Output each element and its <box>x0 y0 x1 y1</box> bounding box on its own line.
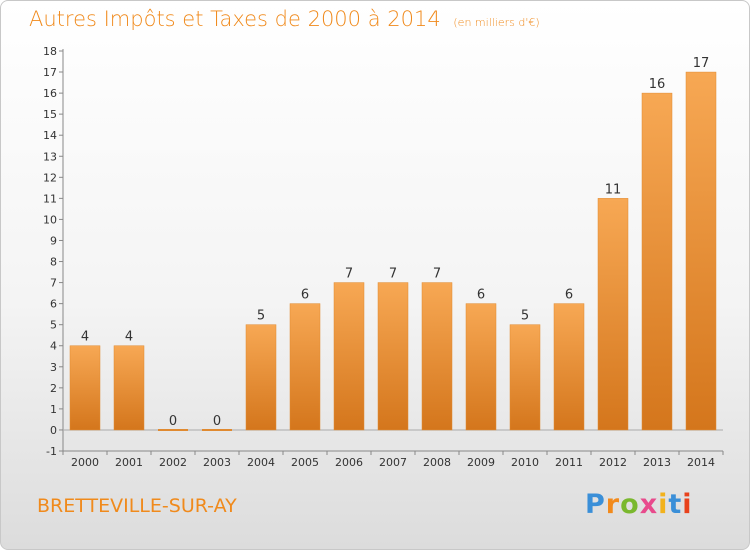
y-tick-label: 10 <box>43 213 57 226</box>
bar-2011 <box>553 303 585 431</box>
bar-2007 <box>377 282 409 431</box>
bars <box>69 71 717 431</box>
data-label-2013: 16 <box>649 77 666 92</box>
bar-2001 <box>113 345 145 431</box>
data-label-2014: 17 <box>693 56 710 71</box>
y-tick-label: -1 <box>46 445 57 458</box>
data-label-2004: 5 <box>257 309 265 324</box>
bar-2013 <box>641 92 673 431</box>
data-label-2008: 7 <box>433 267 441 282</box>
bar-2006 <box>333 282 365 431</box>
x-tick-label: 2007 <box>379 456 407 469</box>
data-label-2011: 6 <box>565 288 573 303</box>
x-tick-label: 2012 <box>599 456 627 469</box>
data-label-2007: 7 <box>389 267 397 282</box>
proxiti-logo-letter: t <box>668 489 683 520</box>
x-tick-label: 2005 <box>291 456 319 469</box>
bar-2012 <box>597 198 629 431</box>
proxiti-logo[interactable]: Proxiti <box>585 489 693 520</box>
data-label-2010: 5 <box>521 309 529 324</box>
y-tick-label: 16 <box>43 87 57 100</box>
x-tick-label: 2010 <box>511 456 539 469</box>
x-tick-label: 2001 <box>115 456 143 469</box>
y-tick-label: 11 <box>43 192 57 205</box>
proxiti-logo-letter: o <box>620 489 640 520</box>
x-tick-label: 2008 <box>423 456 451 469</box>
x-tick-label: 2002 <box>159 456 187 469</box>
x-tick-label: 2000 <box>71 456 99 469</box>
y-tick-label: 5 <box>50 319 57 332</box>
data-label-2002: 0 <box>169 414 177 429</box>
data-label-2000: 4 <box>81 330 89 345</box>
y-tick-label: 3 <box>50 361 57 374</box>
bar-2005 <box>289 303 321 431</box>
y-tick-label: 0 <box>50 424 57 437</box>
y-tick-label: 14 <box>43 129 57 142</box>
bar-2009 <box>465 303 497 431</box>
y-tick-label: 18 <box>43 45 57 58</box>
y-tick-label: 7 <box>50 277 57 290</box>
data-label-2003: 0 <box>213 414 221 429</box>
y-tick-label: 1 <box>50 403 57 416</box>
y-tick-label: 17 <box>43 66 57 79</box>
bar-2010 <box>509 324 541 431</box>
y-tick-label: 2 <box>50 382 57 395</box>
x-tick-label: 2014 <box>687 456 715 469</box>
y-tick-label: 12 <box>43 171 57 184</box>
x-tick-label: 2009 <box>467 456 495 469</box>
y-tick-label: 8 <box>50 256 57 269</box>
bar-2008 <box>421 282 453 431</box>
bar-2004 <box>245 324 277 431</box>
proxiti-logo-letter: r <box>605 489 621 520</box>
data-labels: 4 4 0 0 5 6 7 7 7 6 5 6 11 16 17 <box>81 56 709 429</box>
proxiti-logo-letter: P <box>585 489 606 520</box>
bar-2000 <box>69 345 101 431</box>
data-label-2009: 6 <box>477 288 485 303</box>
data-label-2012: 11 <box>605 182 622 197</box>
x-tick-label: 2011 <box>555 456 583 469</box>
commune-name: BRETTEVILLE-SUR-AY <box>37 495 237 517</box>
data-label-2006: 7 <box>345 267 353 282</box>
x-tick-label: 2004 <box>247 456 275 469</box>
y-tick-label: 15 <box>43 108 57 121</box>
data-label-2001: 4 <box>125 330 133 345</box>
chart-title: Autres Impôts et Taxes de 2000 à 2014 (e… <box>29 7 540 31</box>
chart-title-text: Autres Impôts et Taxes de 2000 à 2014 <box>29 7 441 31</box>
y-tick-label: 13 <box>43 150 57 163</box>
proxiti-logo-letter: i <box>682 489 693 520</box>
data-label-2005: 6 <box>301 288 309 303</box>
bar-2014 <box>685 71 717 431</box>
y-tick-label: 6 <box>50 298 57 311</box>
proxiti-logo-letter: i <box>658 489 669 520</box>
x-tick-label: 2006 <box>335 456 363 469</box>
y-tick-label: 9 <box>50 234 57 247</box>
chart-subtitle: (en milliers d'€) <box>453 16 540 29</box>
proxiti-logo-letter: x <box>639 489 659 520</box>
x-tick-label: 2003 <box>203 456 231 469</box>
y-tick-label: 4 <box>50 340 57 353</box>
x-tick-label: 2013 <box>643 456 671 469</box>
